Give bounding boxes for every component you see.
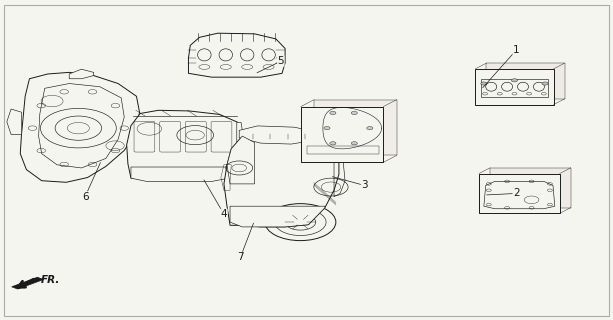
Circle shape (330, 111, 336, 115)
Circle shape (511, 79, 517, 82)
Circle shape (330, 142, 336, 145)
Circle shape (367, 126, 373, 130)
Polygon shape (475, 69, 554, 105)
Polygon shape (490, 168, 571, 208)
Polygon shape (127, 110, 239, 180)
Text: FR.: FR. (41, 276, 61, 285)
Polygon shape (486, 63, 565, 99)
Circle shape (542, 82, 548, 85)
Polygon shape (131, 167, 229, 181)
Text: 2: 2 (513, 188, 520, 198)
Polygon shape (230, 206, 325, 227)
Circle shape (351, 142, 357, 145)
Polygon shape (224, 130, 339, 227)
Circle shape (324, 126, 330, 130)
Polygon shape (239, 126, 321, 144)
Text: 7: 7 (237, 252, 244, 262)
Polygon shape (20, 72, 140, 182)
Text: 4: 4 (221, 209, 227, 219)
Polygon shape (7, 109, 21, 134)
Polygon shape (69, 69, 94, 79)
Text: 6: 6 (82, 192, 88, 202)
Polygon shape (227, 136, 254, 184)
Circle shape (351, 111, 357, 115)
Polygon shape (479, 173, 560, 213)
Text: 1: 1 (513, 45, 520, 55)
Polygon shape (237, 123, 244, 157)
Text: 3: 3 (361, 180, 368, 190)
Polygon shape (12, 277, 44, 289)
Polygon shape (314, 100, 397, 156)
Circle shape (481, 82, 487, 85)
Polygon shape (188, 33, 285, 77)
Text: 5: 5 (278, 56, 284, 66)
Polygon shape (301, 107, 383, 162)
